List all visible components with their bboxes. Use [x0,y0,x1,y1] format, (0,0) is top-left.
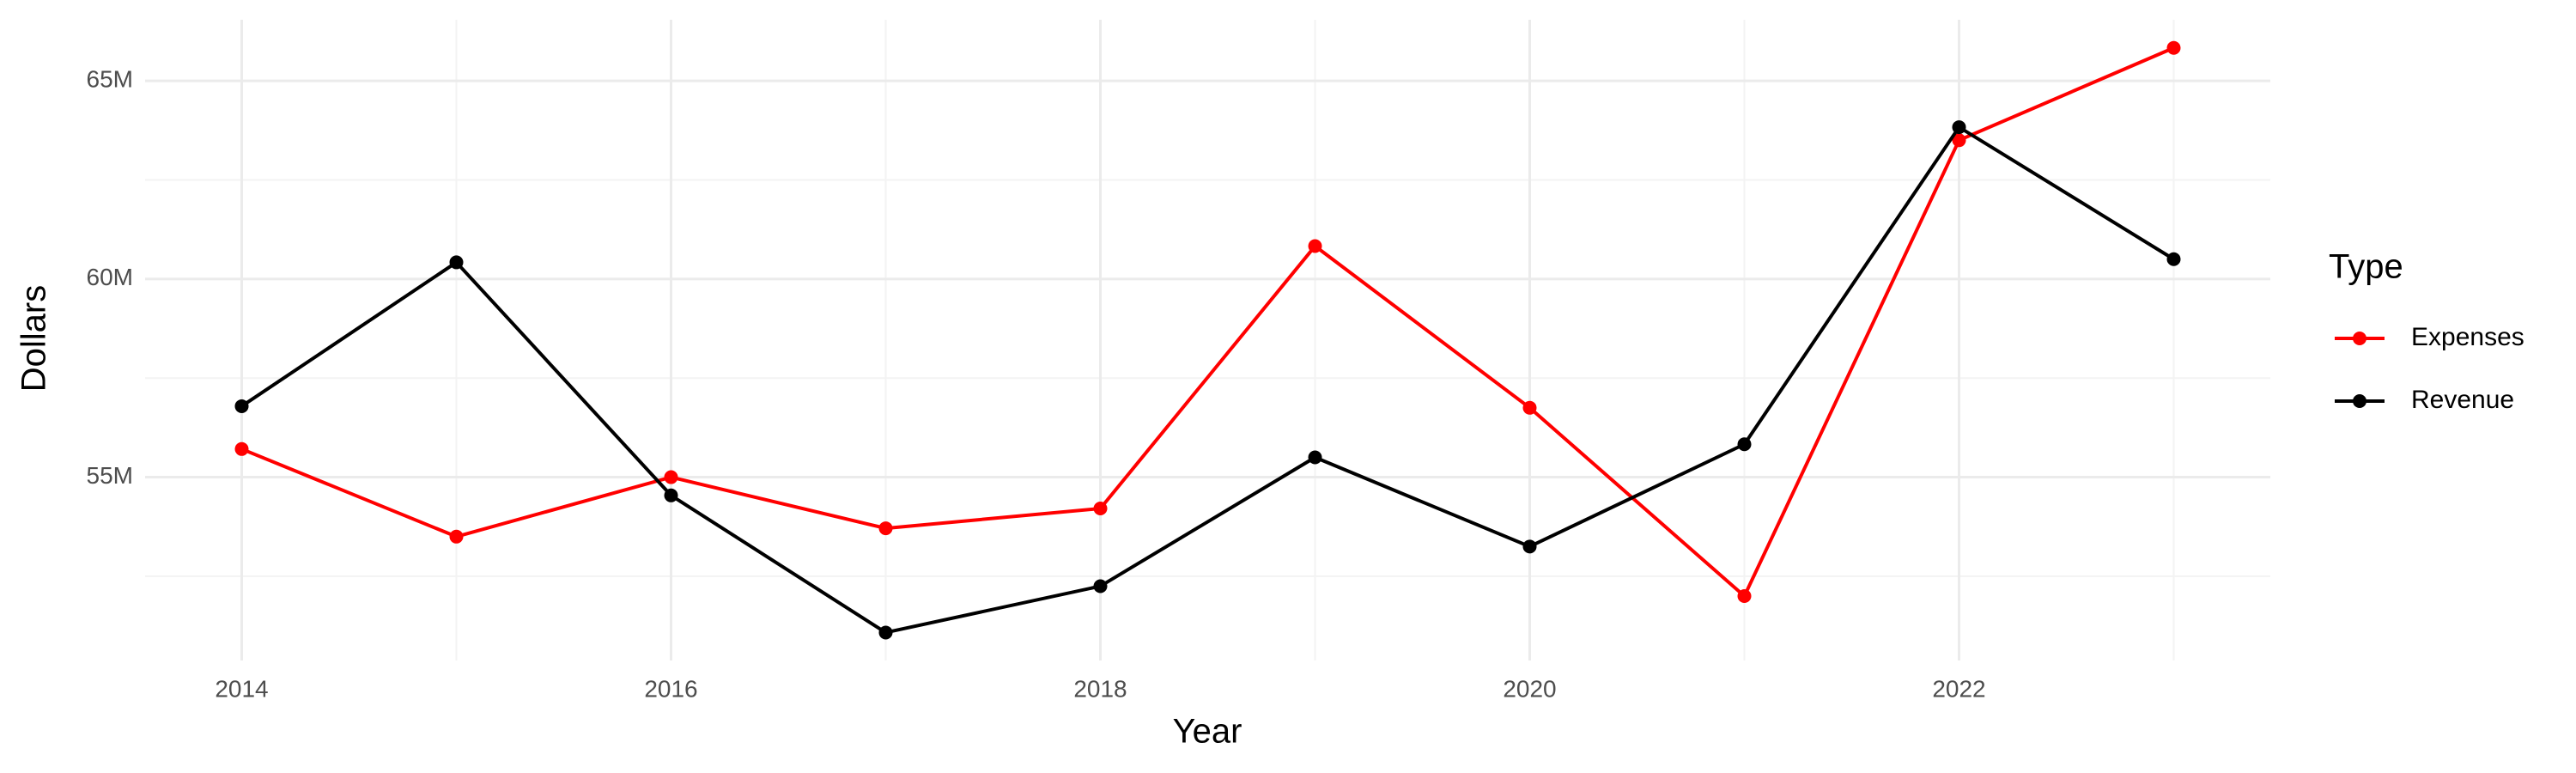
legend-label: Revenue [2411,386,2514,414]
y-axis-title: Dollars [15,285,53,392]
legend-title: Type [2329,248,2403,286]
data-point [1952,120,1966,135]
data-point [1737,437,1752,452]
data-point [449,255,464,270]
legend-key-point [2353,394,2366,408]
x-tick-label: 2020 [1503,675,1556,702]
data-point [878,625,893,640]
legend-key-point [2353,332,2366,345]
data-point [1522,539,1537,554]
x-tick-label: 2018 [1073,675,1127,702]
x-tick-label: 2016 [644,675,697,702]
series-line [240,46,2175,599]
data-point [1952,133,1966,148]
y-tick-label: 65M [87,65,133,92]
data-point [2166,252,2181,266]
data-point [449,529,464,544]
data-point [234,441,249,456]
y-tick-label: 55M [87,462,133,489]
data-point [1308,450,1322,465]
x-axis-title: Year [1173,713,1242,751]
legend-label: Expenses [2411,323,2524,351]
x-tick-label: 2014 [215,675,268,702]
data-point [2166,40,2181,55]
data-point [664,470,678,484]
data-point [1093,579,1108,593]
data-point [1308,239,1322,253]
data-point [664,488,678,502]
x-tick-label: 2022 [1932,675,1985,702]
y-tick-label: 60M [87,264,133,290]
data-point [1737,589,1752,604]
data-point [1522,400,1537,415]
series-line [240,125,2175,635]
data-point [234,399,249,413]
data-point [878,521,893,536]
data-point [1093,502,1108,516]
